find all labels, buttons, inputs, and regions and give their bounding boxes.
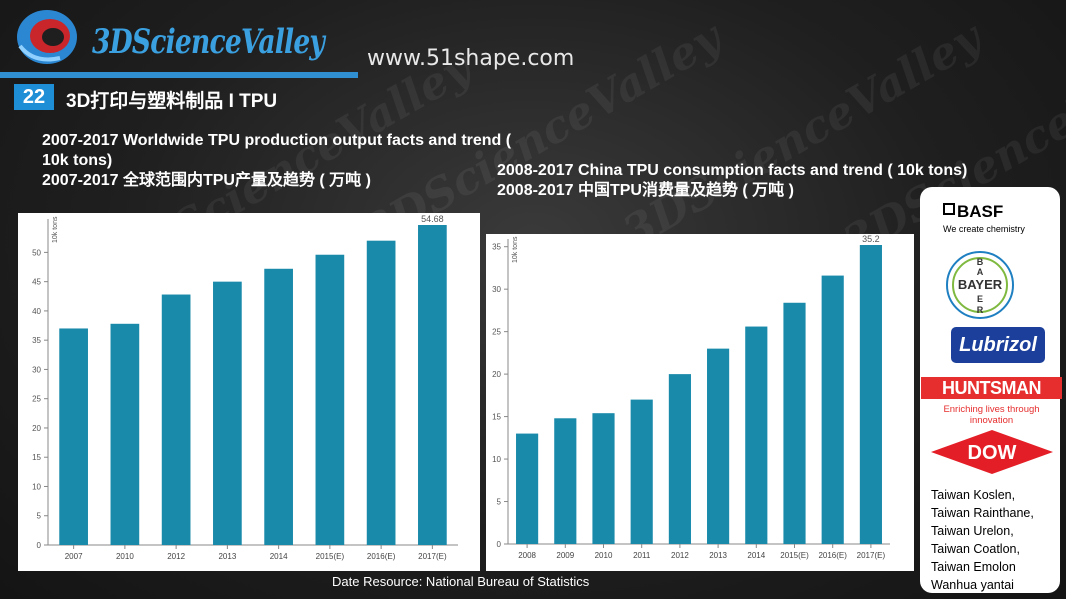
company-name: Taiwan Urelon, bbox=[931, 524, 1014, 538]
y-tick-label: 45 bbox=[32, 278, 41, 287]
x-tick-label: 2014 bbox=[747, 551, 765, 560]
company-name: Taiwan Rainthane, bbox=[931, 506, 1034, 520]
x-tick-label: 2014 bbox=[270, 552, 288, 561]
bar bbox=[418, 225, 447, 545]
huntsman-logo: HUNTSMAN bbox=[921, 377, 1062, 399]
x-tick-label: 2012 bbox=[167, 552, 185, 561]
svg-text:R: R bbox=[977, 305, 984, 315]
y-tick-label: 35 bbox=[492, 243, 501, 252]
data-source: Date Resource: National Bureau of Statis… bbox=[332, 574, 590, 589]
x-tick-label: 2016(E) bbox=[818, 551, 847, 560]
x-tick-label: 2016(E) bbox=[367, 552, 396, 561]
basf-tagline: We create chemistry bbox=[943, 224, 1025, 234]
x-tick-label: 2012 bbox=[671, 551, 689, 560]
company-name: Taiwan Coatlon, bbox=[931, 542, 1020, 556]
y-tick-label: 40 bbox=[32, 307, 41, 316]
bar bbox=[264, 268, 293, 545]
y-tick-label: 5 bbox=[37, 512, 42, 521]
bayer-logo: BAYER B A E R bbox=[946, 251, 1014, 319]
bar bbox=[707, 348, 730, 544]
bar bbox=[213, 281, 242, 545]
y-tick-label: 30 bbox=[32, 365, 41, 374]
lubrizol-logo: Lubrizol bbox=[951, 327, 1045, 363]
bar bbox=[668, 374, 691, 544]
company-name: Taiwan Koslen, bbox=[931, 488, 1016, 502]
worldwide-tpu-chart-svg: 0 5 10 15 20 25 30 35 40 45 50 10k tons 2007 2010 2012… bbox=[32, 214, 458, 561]
svg-text:B: B bbox=[977, 257, 984, 267]
y-tick-label: 30 bbox=[492, 285, 501, 294]
svg-text:E: E bbox=[977, 294, 983, 304]
china-tpu-chart: 0 5 10 15 20 25 30 35 10k tons 2008 2009 2010 2011 20… bbox=[486, 234, 914, 571]
website-url: www.51shape.com bbox=[367, 46, 575, 71]
header-bar bbox=[0, 72, 358, 78]
worldwide-tpu-chart: 0 5 10 15 20 25 30 35 40 45 50 10k tons 2007 2010 2012… bbox=[18, 213, 480, 571]
bar bbox=[859, 245, 882, 544]
bar bbox=[745, 326, 768, 544]
y-tick-label: 0 bbox=[497, 540, 502, 549]
bar bbox=[366, 240, 396, 546]
y-tick-label: 20 bbox=[32, 424, 41, 433]
svg-text:A: A bbox=[977, 267, 984, 277]
x-tick-label: 2009 bbox=[556, 551, 574, 560]
china-tpu-chart-svg: 0 5 10 15 20 25 30 35 10k tons 2008 2009 2010 2011 20… bbox=[492, 234, 890, 560]
x-tick-label: 2007 bbox=[65, 552, 83, 561]
y-tick-label: 20 bbox=[492, 370, 501, 379]
x-tick-label: 2015(E) bbox=[780, 551, 809, 560]
x-tick-label: 2015(E) bbox=[316, 552, 345, 561]
logo-swirl-icon bbox=[17, 10, 77, 64]
bar bbox=[516, 433, 539, 544]
bar bbox=[315, 254, 345, 545]
huntsman-tagline: Enriching lives through innovation bbox=[943, 404, 1040, 426]
dow-text: DOW bbox=[968, 442, 1017, 464]
y-tick-label: 10 bbox=[32, 482, 41, 491]
bayer-text: BAYER bbox=[958, 277, 1003, 292]
basf-logo: BASF bbox=[943, 202, 1003, 222]
slide-title: 3D打印与塑料制品 I TPU bbox=[66, 91, 278, 112]
company-name: Wanhua yantai bbox=[931, 578, 1014, 592]
x-tick-label: 2008 bbox=[518, 551, 536, 560]
y-tick-label: 25 bbox=[32, 395, 41, 404]
dow-logo: DOW bbox=[931, 430, 1053, 474]
left-chart-title: 2007-2017 Worldwide TPU production outpu… bbox=[42, 132, 512, 189]
data-label: 35.2 bbox=[862, 234, 880, 244]
data-label: 54.68 bbox=[421, 214, 444, 224]
logo: 3DScienceValley bbox=[14, 6, 325, 68]
bar bbox=[821, 275, 844, 544]
x-tick-label: 2010 bbox=[116, 552, 134, 561]
y-tick-label: 10 bbox=[492, 455, 501, 464]
x-tick-label: 2017(E) bbox=[857, 551, 886, 560]
bar bbox=[110, 323, 140, 545]
other-companies-list: Taiwan Koslen, Taiwan Rainthane, Taiwan Ur… bbox=[931, 486, 1059, 594]
bar bbox=[161, 294, 191, 545]
slide-number: 22 bbox=[14, 84, 54, 110]
bar bbox=[592, 413, 615, 544]
bar bbox=[783, 302, 806, 544]
y-tick-label: 15 bbox=[492, 413, 501, 422]
y-tick-label: 35 bbox=[32, 336, 41, 345]
x-tick-label: 2010 bbox=[595, 551, 613, 560]
y-tick-label: 25 bbox=[492, 328, 501, 337]
x-tick-label: 2013 bbox=[709, 551, 727, 560]
bar bbox=[554, 418, 577, 544]
logo-text: 3DScienceValley bbox=[92, 22, 325, 62]
y-axis-label: 10k tons bbox=[52, 216, 59, 243]
bar bbox=[59, 328, 88, 545]
x-tick-label: 2013 bbox=[218, 552, 236, 561]
y-tick-label: 0 bbox=[37, 541, 42, 550]
x-tick-label: 2017(E) bbox=[418, 552, 447, 561]
y-tick-label: 5 bbox=[497, 498, 502, 507]
y-axis-label: 10k tons bbox=[512, 236, 519, 263]
bar bbox=[630, 399, 653, 544]
x-tick-label: 2011 bbox=[633, 551, 651, 560]
company-name: Taiwan Emolon bbox=[931, 560, 1016, 574]
y-tick-label: 15 bbox=[32, 453, 41, 462]
right-chart-title: 2008-2017 China TPU consumption facts an… bbox=[497, 162, 968, 199]
y-tick-label: 50 bbox=[32, 248, 41, 257]
